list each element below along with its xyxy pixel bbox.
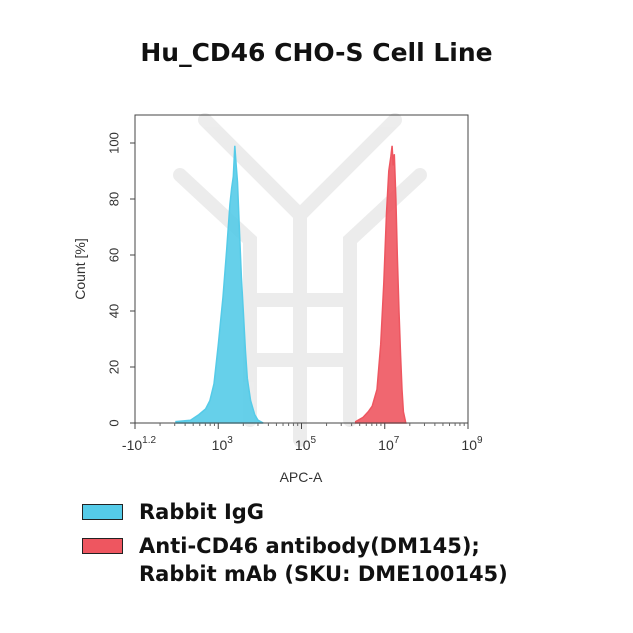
legend-label-anti-cd46: Anti-CD46 antibody(DM145); [139, 534, 480, 558]
legend-label-rabbit-igg: Rabbit IgG [139, 500, 265, 524]
y-tick-label: 20 [106, 360, 121, 374]
legend-swatch-anti-cd46 [82, 538, 123, 554]
x-tick-label: 107 [378, 435, 400, 453]
y-axis-label: Count [%] [72, 238, 88, 299]
histogram-series-rabbit-igg [175, 145, 264, 424]
y-tick-label: 40 [106, 304, 121, 318]
legend-item-anti-cd46: Anti-CD46 antibody(DM145); Rabbit mAb (S… [82, 532, 508, 588]
y-tick-label: 100 [106, 132, 121, 154]
y-tick-label: 60 [106, 248, 121, 262]
legend-label-anti-cd46-line2: Rabbit mAb (SKU: DME100145) [139, 562, 508, 586]
histogram-series-anti-cd46 [354, 145, 407, 424]
x-axis-label: APC-A [280, 469, 323, 485]
y-tick-label: 80 [106, 192, 121, 206]
watermark [173, 113, 427, 447]
x-tick-label: -101.2 [122, 435, 157, 453]
legend-swatch-rabbit-igg [82, 504, 123, 520]
legend: Rabbit IgG Anti-CD46 antibody(DM145); Ra… [82, 498, 508, 594]
legend-item-rabbit-igg: Rabbit IgG [82, 498, 508, 526]
y-tick-label: 0 [106, 419, 121, 426]
x-tick-label: 109 [461, 435, 483, 453]
x-tick-label: 103 [212, 435, 234, 453]
x-tick-label: 105 [295, 435, 317, 453]
chart-title: Hu_CD46 CHO-S Cell Line [140, 38, 493, 67]
